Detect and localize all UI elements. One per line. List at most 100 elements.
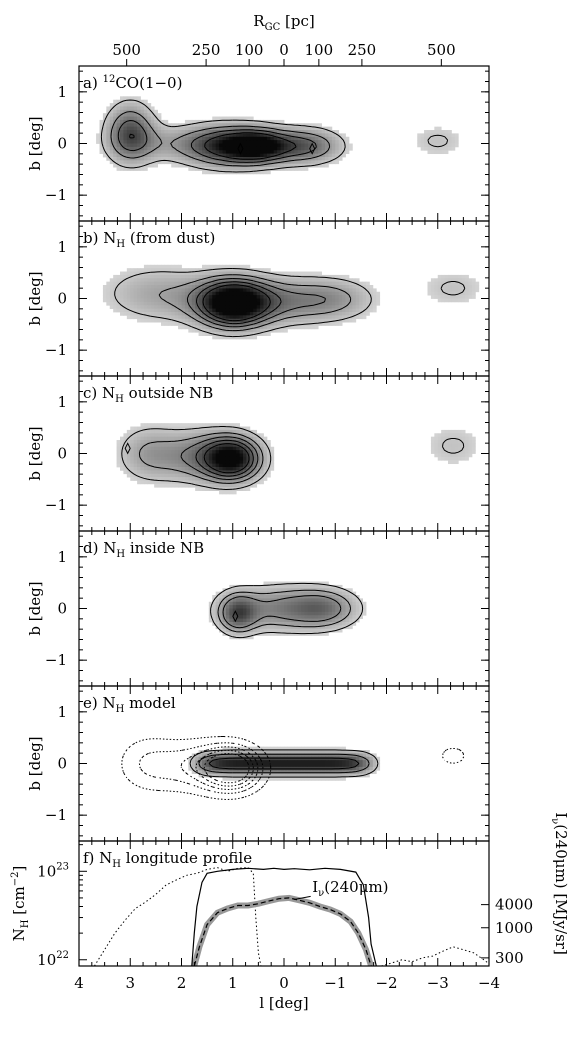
pixel bbox=[184, 288, 189, 293]
pixel bbox=[212, 608, 217, 613]
pixel bbox=[167, 423, 172, 427]
pixel bbox=[307, 746, 312, 751]
pixel bbox=[212, 429, 217, 434]
pixel bbox=[171, 450, 176, 454]
pixel bbox=[120, 443, 124, 448]
pixel bbox=[161, 463, 165, 468]
pixel bbox=[294, 146, 299, 151]
pixel bbox=[249, 635, 254, 640]
pixel bbox=[246, 426, 251, 431]
pixel bbox=[342, 611, 346, 616]
pixel bbox=[468, 433, 473, 438]
pixel bbox=[458, 453, 463, 458]
pixel bbox=[178, 443, 182, 448]
pixel bbox=[123, 163, 128, 168]
pixel bbox=[191, 440, 196, 444]
pixel bbox=[123, 116, 128, 121]
pixel bbox=[215, 285, 220, 289]
pixel bbox=[178, 301, 182, 306]
pixel bbox=[249, 625, 254, 630]
pixel bbox=[140, 473, 145, 478]
pixel bbox=[208, 477, 213, 481]
pixel bbox=[287, 753, 292, 758]
pixel bbox=[143, 463, 148, 468]
pixel bbox=[297, 325, 302, 330]
pixel bbox=[239, 116, 244, 121]
pixel bbox=[345, 136, 350, 141]
pixel bbox=[335, 750, 340, 754]
pixel bbox=[246, 608, 251, 613]
pixel bbox=[232, 598, 237, 603]
pixel bbox=[328, 628, 333, 633]
pixel bbox=[205, 760, 210, 764]
pixel bbox=[225, 278, 230, 283]
pixel bbox=[106, 288, 111, 293]
pixel bbox=[236, 305, 240, 310]
pixel bbox=[133, 140, 138, 144]
pixel bbox=[448, 274, 452, 279]
pixel bbox=[109, 109, 114, 114]
pixel bbox=[184, 322, 189, 326]
pixel bbox=[263, 477, 268, 481]
pixel bbox=[307, 311, 312, 316]
pixel bbox=[140, 285, 145, 289]
pixel bbox=[202, 285, 206, 289]
pixel bbox=[137, 466, 141, 471]
pixel bbox=[311, 156, 316, 161]
pixel bbox=[253, 598, 258, 603]
pixel bbox=[434, 130, 439, 134]
pixel bbox=[208, 618, 213, 623]
pixel bbox=[318, 750, 322, 754]
pixel bbox=[232, 305, 237, 310]
pixel bbox=[444, 130, 449, 134]
pixel bbox=[249, 466, 254, 471]
pixel bbox=[345, 288, 350, 293]
pixel bbox=[188, 433, 193, 438]
pixel bbox=[318, 595, 322, 599]
pixel bbox=[126, 305, 131, 310]
pixel bbox=[249, 440, 254, 444]
pixel bbox=[154, 160, 158, 165]
pixel bbox=[236, 632, 240, 636]
pixel bbox=[181, 156, 186, 161]
pixel bbox=[102, 285, 107, 289]
pixel bbox=[140, 308, 145, 313]
pixel bbox=[164, 268, 169, 272]
pixel bbox=[243, 426, 247, 431]
pixel bbox=[345, 318, 350, 323]
contour-line bbox=[121, 426, 465, 490]
pixel bbox=[161, 429, 165, 434]
pixel bbox=[205, 429, 210, 434]
pixel bbox=[225, 483, 230, 488]
pixel bbox=[321, 153, 326, 158]
pixel bbox=[225, 429, 230, 434]
pixel bbox=[116, 298, 121, 303]
pixel bbox=[314, 153, 319, 158]
pixel bbox=[181, 126, 186, 131]
pixel bbox=[342, 618, 346, 623]
pixel bbox=[219, 295, 223, 299]
pixel bbox=[212, 328, 217, 333]
pixel bbox=[294, 288, 299, 293]
pixel bbox=[256, 611, 261, 616]
pixel bbox=[437, 274, 442, 279]
pixel bbox=[287, 130, 292, 134]
pixel bbox=[195, 443, 199, 448]
pixel bbox=[140, 453, 145, 458]
pixel bbox=[325, 140, 329, 144]
pixel bbox=[215, 335, 220, 340]
pixel bbox=[205, 473, 210, 478]
pixel bbox=[181, 429, 186, 434]
pixel bbox=[338, 322, 343, 326]
pixel bbox=[184, 143, 189, 148]
pixel bbox=[137, 443, 141, 448]
pixel bbox=[273, 632, 278, 636]
pixel bbox=[202, 753, 206, 758]
pixel bbox=[359, 750, 363, 754]
pixel bbox=[147, 119, 152, 124]
pixel bbox=[263, 140, 268, 144]
pixel bbox=[448, 456, 452, 461]
pixel bbox=[256, 450, 261, 454]
pixel bbox=[277, 325, 281, 330]
pixel bbox=[270, 760, 275, 764]
